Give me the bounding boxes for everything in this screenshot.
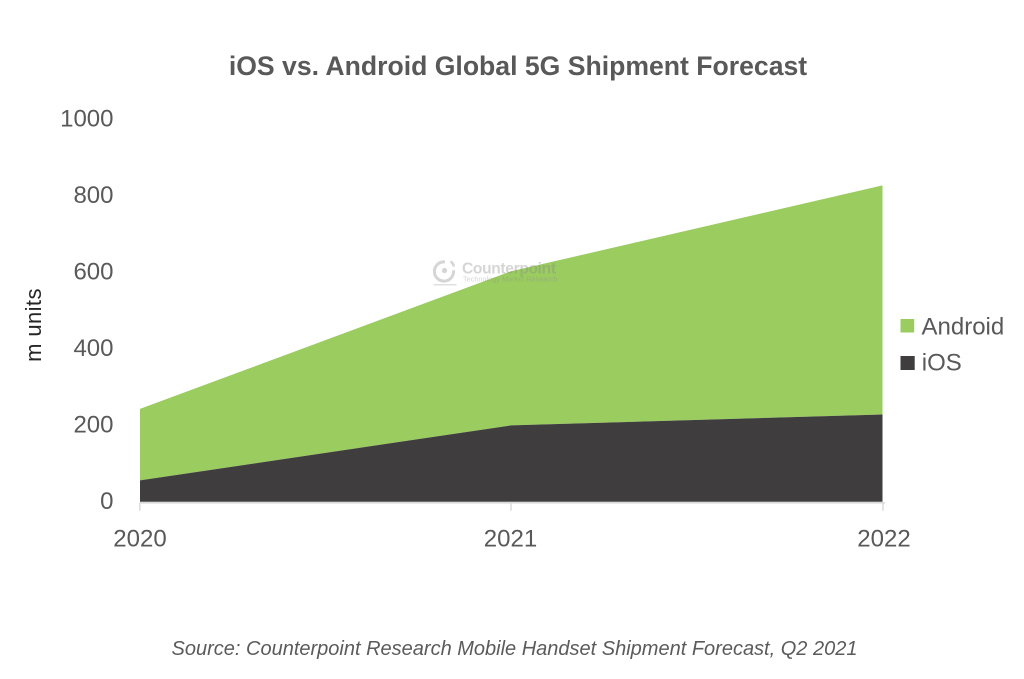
svg-text:400: 400 <box>73 335 113 362</box>
svg-text:Counterpoint: Counterpoint <box>462 261 556 278</box>
svg-text:800: 800 <box>73 182 113 209</box>
svg-text:iOS vs. Android Global 5G Ship: iOS vs. Android Global 5G Shipment Forec… <box>229 51 807 81</box>
svg-text:600: 600 <box>73 259 113 286</box>
svg-text:0: 0 <box>100 488 113 515</box>
svg-text:m units: m units <box>21 288 46 362</box>
svg-text:200: 200 <box>73 412 113 439</box>
svg-text:Technology Market Research: Technology Market Research <box>463 275 558 284</box>
svg-text:Android: Android <box>922 313 1005 340</box>
svg-text:2021: 2021 <box>484 526 537 553</box>
svg-text:2020: 2020 <box>113 526 166 553</box>
svg-text:2022: 2022 <box>857 526 910 553</box>
svg-text:iOS: iOS <box>922 350 962 377</box>
svg-text:Source: Counterpoint Research: Source: Counterpoint Research Mobile Han… <box>172 638 858 660</box>
svg-text:1000: 1000 <box>60 106 113 133</box>
